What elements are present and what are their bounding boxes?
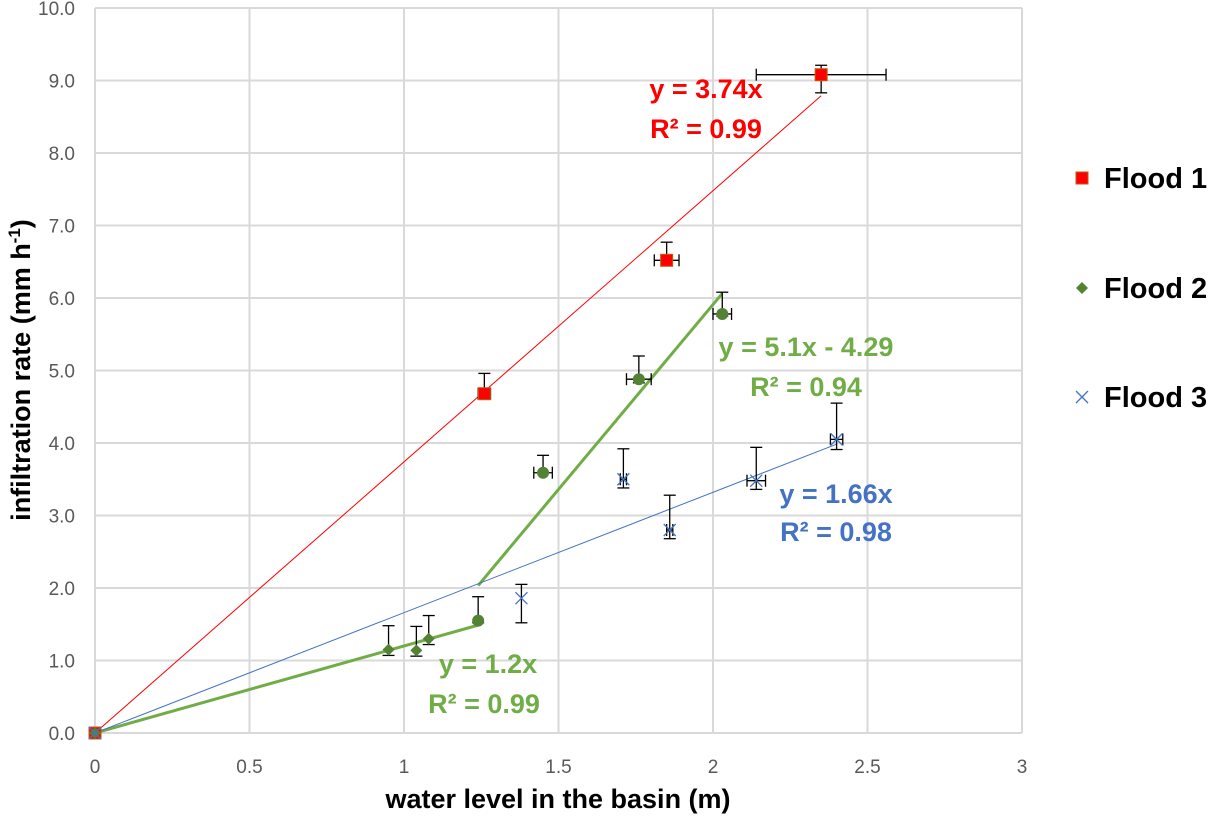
trendlines [94,95,837,735]
data-point-flood-3 [514,591,528,605]
data-point-flood-2 [716,307,729,320]
y-tick-label: 1.0 [49,652,75,673]
x-tick-label: 3 [1017,757,1028,778]
data-point-flood-2 [422,632,435,645]
x-tick-label: 1 [399,757,410,778]
data-point-flood-3 [749,474,763,488]
x-axis-label: water level in the basin (m) [384,784,730,814]
y-axis-label-main: infiltration rate (mm h [6,243,36,521]
legend: Flood 1 Flood 2 Flood 3 [1075,163,1207,414]
x-tick-label: 0.5 [236,757,262,778]
data-point-flood-1 [660,253,674,267]
trendline-equation: y = 1.66x [779,479,892,509]
data-point-flood-1 [477,387,491,401]
annotations: y = 3.74x R² = 0.99 y = 1.2x R² = 0.99 y = 5… [428,74,893,719]
data-point-flood-2 [632,373,645,386]
y-tick-label: 6.0 [49,289,75,310]
data-point-flood-3 [663,523,677,537]
trendline-r-squared: R² = 0.99 [650,114,762,144]
trendline-r-squared: R² = 0.98 [780,517,892,547]
data-point-flood-3 [830,432,844,446]
x-tick-label: 1.5 [545,757,571,778]
trendline-r-squared: R² = 0.99 [428,689,540,719]
trendline-flood-2 [477,292,724,587]
y-tick-label: 0.0 [49,724,75,745]
x-tick-label: 2.5 [854,757,880,778]
data-point-flood-3 [88,726,102,740]
trendline-equation: y = 1.2x [439,649,537,679]
y-tick-label: 7.0 [49,217,75,238]
y-tick-label: 2.0 [49,579,75,600]
data-point-flood-2 [410,644,423,657]
y-tick-label: 3.0 [49,507,75,528]
y-tick-label: 9.0 [49,72,75,93]
data-point-flood-3 [616,472,630,486]
y-axis-label: infiltration rate (mm h-1) [5,219,36,521]
grid [94,7,1023,734]
data-point-flood-2 [537,466,550,479]
trendline-equation: y = 5.1x - 4.29 [719,332,894,362]
y-axis-label-end: ) [6,219,36,228]
legend-marker-flood-3 [1075,390,1089,404]
trendline-r-squared: R² = 0.94 [750,372,862,402]
data-point-flood-1 [814,68,828,82]
y-tick-label: 4.0 [49,434,75,455]
trendline-flood-1 [94,95,822,734]
y-axis-label-sup: -1 [5,228,24,243]
legend-marker-flood-2 [1076,282,1088,294]
y-tick-label: 5.0 [49,362,75,383]
trendline-flood-2 [94,623,479,735]
markers [88,68,844,740]
tick-labels: 0.0 1.0 2.0 3.0 4.0 5.0 6.0 7.0 8.0 9.0 10.0 0 0.5 1 1… [38,0,1027,778]
data-point-flood-2 [382,643,395,656]
y-tick-label: 8.0 [49,144,75,165]
legend-label: Flood 2 [1104,273,1207,305]
x-tick-label: 2 [708,757,719,778]
data-point-flood-2 [472,614,485,627]
trendline-flood-3 [94,443,837,734]
x-tick-label: 0 [90,757,101,778]
y-tick-label: 10.0 [38,0,75,20]
trendline-equation: y = 3.74x [649,74,762,104]
legend-label: Flood 1 [1104,163,1207,195]
legend-marker-flood-1 [1075,171,1089,185]
legend-label: Flood 3 [1104,382,1207,414]
